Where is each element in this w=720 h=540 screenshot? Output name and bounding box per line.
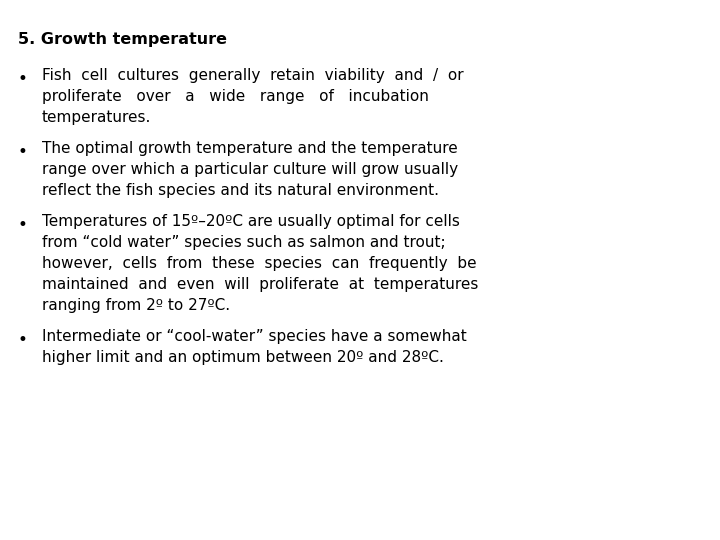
Text: 5. Growth temperature: 5. Growth temperature <box>18 32 227 47</box>
Text: Intermediate or “cool-water” species have a somewhat: Intermediate or “cool-water” species hav… <box>42 329 467 344</box>
Text: •: • <box>18 331 28 349</box>
Text: higher limit and an optimum between 20º and 28ºC.: higher limit and an optimum between 20º … <box>42 350 444 365</box>
Text: Temperatures of 15º–20ºC are usually optimal for cells: Temperatures of 15º–20ºC are usually opt… <box>42 214 460 229</box>
Text: reflect the fish species and its natural environment.: reflect the fish species and its natural… <box>42 183 439 198</box>
Text: maintained  and  even  will  proliferate  at  temperatures: maintained and even will proliferate at … <box>42 277 478 292</box>
Text: The optimal growth temperature and the temperature: The optimal growth temperature and the t… <box>42 141 458 156</box>
Text: Fish  cell  cultures  generally  retain  viability  and  /  or: Fish cell cultures generally retain viab… <box>42 68 464 83</box>
Text: range over which a particular culture will grow usually: range over which a particular culture wi… <box>42 162 458 177</box>
Text: •: • <box>18 70 28 88</box>
Text: from “cold water” species such as salmon and trout;: from “cold water” species such as salmon… <box>42 235 446 250</box>
Text: •: • <box>18 216 28 234</box>
Text: however,  cells  from  these  species  can  frequently  be: however, cells from these species can fr… <box>42 256 477 271</box>
Text: ranging from 2º to 27ºC.: ranging from 2º to 27ºC. <box>42 298 230 313</box>
Text: proliferate   over   a   wide   range   of   incubation: proliferate over a wide range of incubat… <box>42 89 429 104</box>
Text: •: • <box>18 143 28 161</box>
Text: temperatures.: temperatures. <box>42 110 151 125</box>
